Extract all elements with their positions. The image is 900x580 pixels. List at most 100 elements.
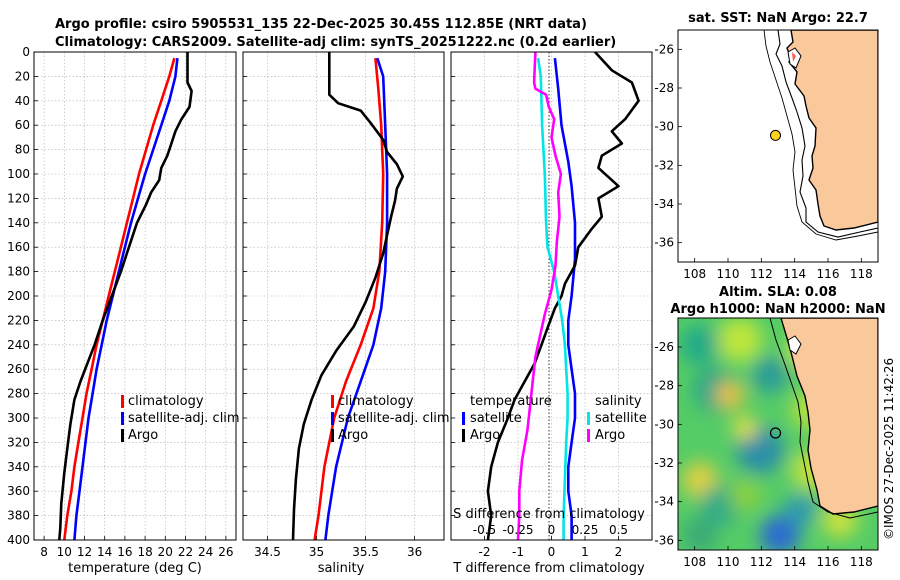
lat-tick-label: -34	[654, 197, 674, 211]
lat-tick-label: -32	[654, 158, 674, 172]
x-tick-label: 12	[77, 545, 92, 559]
y-tick-label: 160	[7, 240, 30, 254]
salinity-difference-legend: salinity satellite Argo	[587, 394, 647, 443]
legend-heading-salinity: salinity	[595, 394, 642, 409]
copyright-stamp: ©IMOS 27-Dec-2025 11:42:26	[882, 358, 896, 540]
salinity-panel: 34.5 35 35.5 36 salinity climatology satell…	[242, 51, 450, 576]
lat-tick-label: -28	[654, 81, 674, 95]
temperature-x-label: temperature (deg C)	[68, 561, 202, 576]
y-tick-label: 20	[15, 69, 30, 83]
legend-swatch-climatology	[121, 395, 124, 408]
y-tick-label: 180	[7, 265, 30, 279]
series-line-salinity-argo	[516, 52, 563, 540]
y-tick-label: 340	[7, 460, 30, 474]
y-tick-label: 400	[7, 533, 30, 547]
sla-coastal-island	[787, 335, 802, 355]
y-tick-label: 220	[7, 313, 30, 327]
figure-title-line1: Argo profile: csiro 5905531_135 22-Dec-2…	[55, 17, 587, 32]
legend-swatch-climatology	[331, 395, 334, 408]
lon-tick-label: 114	[783, 267, 806, 281]
y-tick-label: 380	[7, 509, 30, 523]
lon-tick-label: 112	[750, 267, 773, 281]
legend-heading-temperature: temperature	[470, 394, 552, 409]
salinity-legend: climatology satellite-adj. clim Argo	[331, 394, 450, 443]
series-line-climatology	[313, 57, 385, 540]
x-tick-label: 24	[198, 545, 213, 559]
x-tick-label: 20	[158, 545, 173, 559]
legend-label-t-satellite: satellite	[470, 411, 522, 426]
lon-tick-label: 110	[717, 267, 740, 281]
t-difference-x-label: T difference from climatology	[452, 561, 645, 576]
x-tick-label: 1	[581, 545, 589, 559]
lat-tick-label: -34	[654, 495, 674, 509]
sla-map-title-line2: Argo h1000: NaN h2000: NaN	[670, 302, 885, 317]
y-tick-label: 80	[15, 143, 30, 157]
x-tick-label: 0	[548, 545, 556, 559]
series-line-satellite-adj-clim	[324, 57, 389, 540]
legend-swatch-argo	[121, 429, 124, 442]
legend-label-satellite: satellite-adj. clim	[128, 411, 240, 426]
y-tick-label: 40	[15, 94, 30, 108]
sst-map: sat. SST: NaN Argo: 22.7 108 110 112 114 116…	[654, 11, 879, 281]
x-tick-label: 8	[40, 545, 48, 559]
x-tick-label: 26	[218, 545, 233, 559]
legend-label-climatology: climatology	[128, 394, 204, 409]
lon-tick-label: 108	[683, 555, 706, 569]
deep-contour	[763, 30, 878, 241]
sla-float-position-marker	[769, 427, 782, 439]
legend-label-argo: Argo	[338, 428, 368, 443]
x-tick-label: 36	[407, 545, 422, 559]
temperature-difference-legend: temperature satellite Argo	[462, 394, 552, 443]
x-tick-label: 14	[97, 545, 112, 559]
series-line-argo	[291, 52, 405, 540]
lat-tick-label: -30	[654, 417, 674, 431]
sla-map-title-line1: Altim. SLA: 0.08	[719, 285, 837, 300]
lat-tick-label: -32	[654, 456, 674, 470]
x-tick-label: 35	[309, 545, 324, 559]
lon-tick-label: 116	[817, 555, 840, 569]
legend-swatch-argo	[331, 429, 334, 442]
y-tick-label: 60	[15, 118, 30, 132]
x-tick-label: -1	[512, 545, 524, 559]
s-difference-x-label: S difference from climatology	[453, 507, 645, 522]
lat-tick-label: -26	[654, 340, 674, 354]
legend-swatch-s-argo	[587, 429, 590, 442]
sla-shelf-contour	[769, 318, 878, 519]
x-tick-label: 34.5	[254, 545, 281, 559]
sst-map-title: sat. SST: NaN Argo: 22.7	[688, 11, 868, 26]
lon-tick-label: 114	[783, 555, 806, 569]
salinity-x-label: salinity	[318, 561, 365, 576]
lat-tick-label: -28	[654, 379, 674, 393]
legend-swatch-satellite	[331, 412, 334, 425]
difference-panel: -2 -1 0 1 2 T difference from climatology S …	[450, 51, 653, 576]
x-tick-label: 2	[615, 545, 623, 559]
legend-swatch-satellite	[121, 412, 124, 425]
lat-tick-label: -36	[654, 533, 674, 547]
legend-label-climatology: climatology	[338, 394, 414, 409]
legend-label-argo: Argo	[128, 428, 158, 443]
lon-tick-label: 112	[750, 555, 773, 569]
lon-tick-label: 116	[817, 267, 840, 281]
coastal-feature	[792, 52, 796, 62]
float-position-marker	[770, 129, 781, 141]
x-tick-label: 35.5	[352, 545, 379, 559]
s-diff-tick-label: -0.25	[502, 523, 533, 537]
series-line-temperature-argo	[486, 52, 640, 540]
lon-tick-label: 108	[683, 267, 706, 281]
temperature-panel: 0 20 40 60 80 100 120 140 160 180 200 220 240 260 280 3…	[7, 45, 240, 576]
y-tick-label: 360	[7, 484, 30, 498]
legend-label-s-satellite: satellite	[595, 411, 647, 426]
lon-tick-label: 118	[850, 555, 873, 569]
legend-swatch-s-satellite	[587, 412, 590, 425]
s-diff-tick-label: 0	[548, 523, 556, 537]
y-tick-label: 280	[7, 387, 30, 401]
sla-land-mass	[780, 318, 878, 515]
y-tick-label: 240	[7, 338, 30, 352]
y-tick-label: 320	[7, 435, 30, 449]
y-tick-label: 300	[7, 411, 30, 425]
lat-tick-label: -26	[654, 42, 674, 56]
sla-map: Altim. SLA: 0.08 Argo h1000: NaN h2000: …	[654, 285, 885, 569]
y-tick-label: 200	[7, 289, 30, 303]
s-diff-tick-label: 0.5	[609, 523, 628, 537]
